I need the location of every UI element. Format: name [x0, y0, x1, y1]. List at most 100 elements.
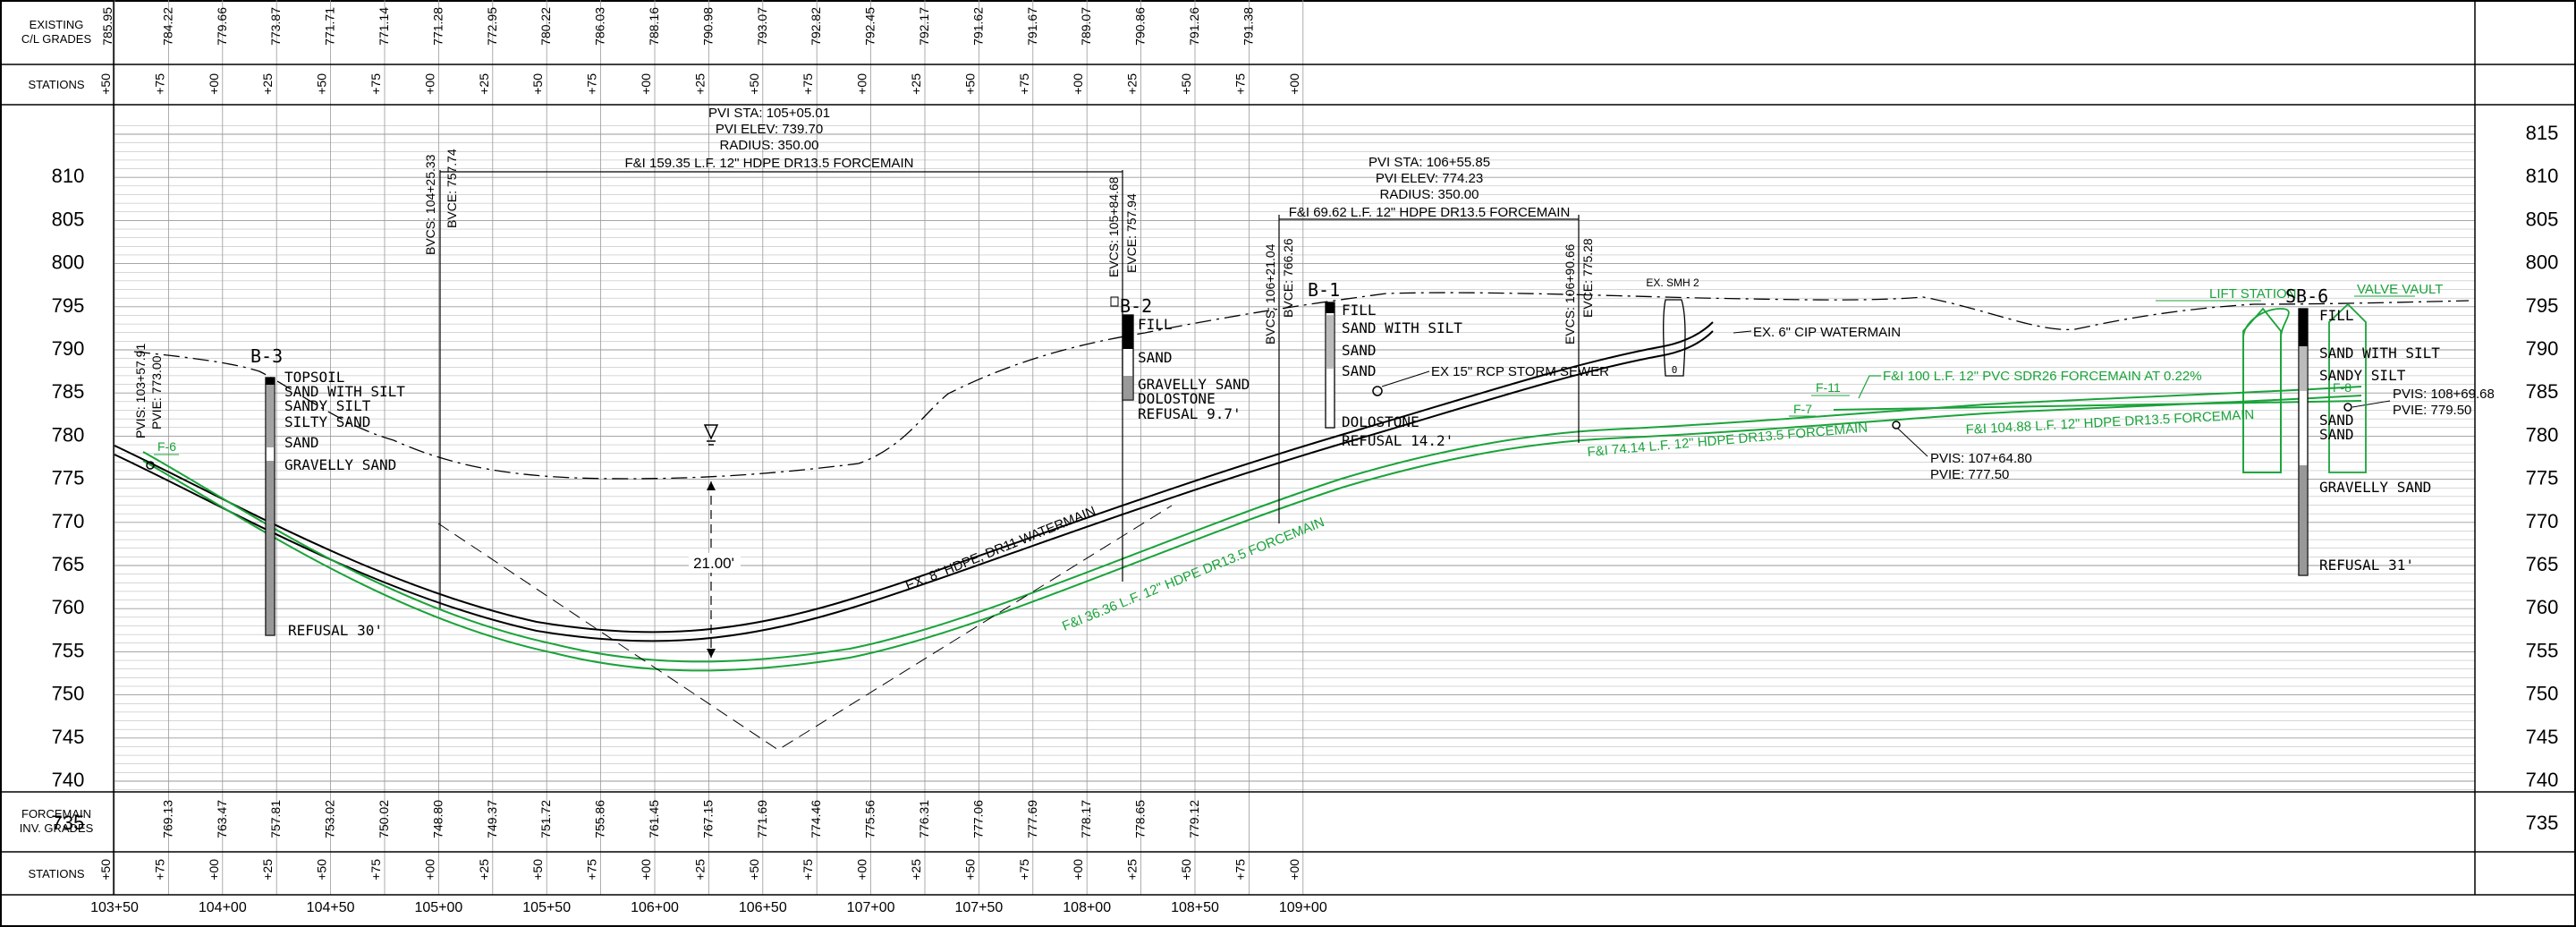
station-tick-bottom: +25	[1125, 859, 1140, 880]
elevation-label-right: 805	[2526, 208, 2559, 230]
existing-grade: 791.62	[970, 7, 985, 46]
f11-label: F-11	[1816, 380, 1841, 395]
existing-grade: 792.45	[863, 7, 877, 46]
elevation-label-right: 800	[2526, 251, 2559, 274]
pvi1-sta: PVI STA: 105+05.01	[708, 106, 830, 121]
boring-sb6-layer-2: SAND WITH SILT	[2319, 344, 2440, 361]
pvis-start-label: PVIS: 103+57.91	[133, 344, 148, 438]
station-tick-bottom: +25	[692, 859, 707, 880]
bvcs2-label: BVCS: 106+21.04	[1263, 243, 1277, 344]
elevation-label-left: 785	[52, 380, 85, 403]
forcemain-grade-row: 769.13 763.47 757.81 753.02 750.02 748.80 749.…	[160, 800, 1201, 838]
boring-b1-layer-5: DOLOSTONE	[1342, 413, 1419, 430]
station-tick-bottom: +00	[855, 859, 869, 880]
elevation-label-right: 745	[2526, 726, 2559, 748]
forcemain-grade: 753.02	[323, 800, 337, 838]
station-tick-bottom: +50	[315, 859, 329, 880]
pvis-end-label: PVIS: 108+69.68	[2393, 387, 2495, 402]
ex-hdpe-label: EX. 8" HDPE, DR11 WATERMAIN	[903, 504, 1097, 594]
boring-b3-gravel	[266, 461, 275, 635]
boring-b2: B-2 FILL SAND GRAVELLY SAND DOLOSTONE RE…	[1111, 295, 1250, 422]
elevation-label-left: 810	[52, 165, 85, 187]
station-tick: +25	[477, 73, 491, 95]
boring-sb6-layer-3: SANDY SILT	[2319, 367, 2406, 384]
existing-grade-row: 785.95 784.22 779.66 773.87 771.71 771.14 771.…	[100, 7, 1255, 46]
boring-b2-layer-1: FILL	[1138, 316, 1173, 333]
f6-label: F-6	[157, 439, 176, 454]
boring-b1-refusal: REFUSAL 14.2'	[1342, 432, 1453, 449]
station-tick: +00	[422, 73, 436, 95]
forcemain-grade: 779.12	[1187, 800, 1201, 838]
elevation-label-right: 785	[2526, 380, 2559, 403]
elevation-label-left: 750	[52, 683, 85, 705]
station-tick-bottom: +25	[260, 859, 275, 880]
boring-b3-layer-3: SANDY SILT	[284, 397, 371, 414]
station-row-bottom: +50 +75 +00 +25 +50 +75 +00 +25 +50 +75 +00 +25 +50 +…	[98, 859, 1301, 880]
elevation-label-left: 780	[52, 423, 85, 446]
boring-sb6-name: SB-6	[2285, 285, 2328, 307]
forcemain-grade: 777.69	[1025, 800, 1039, 838]
existing-grade: 773.87	[268, 7, 283, 46]
bvcs1-label: BVCS: 104+25.33	[423, 154, 437, 255]
station-tick: +00	[207, 73, 221, 95]
station-tick: +00	[1287, 73, 1301, 95]
depth-arrow-bottom	[707, 649, 716, 658]
elevation-label-left: 760	[52, 596, 85, 618]
station-tick-bottom: +75	[152, 859, 166, 880]
forcemain-grade: 751.72	[538, 800, 553, 838]
station-tick: +75	[152, 73, 166, 95]
existing-grade: 771.14	[377, 7, 391, 46]
station-tick: +50	[98, 73, 113, 95]
station-tick-bottom: +50	[962, 859, 977, 880]
station-tick: +25	[692, 73, 707, 95]
forcemain-grade: 755.86	[593, 800, 607, 838]
forcemain-grade: 750.02	[377, 800, 391, 838]
elevation-label-left: 800	[52, 251, 85, 274]
ex-smh-label: EX. SMH 2	[1646, 276, 1699, 289]
elevation-label-left: 790	[52, 337, 85, 360]
station-tick: +50	[747, 73, 761, 95]
station-tick: +25	[1125, 73, 1140, 95]
station-tick: +75	[1233, 73, 1247, 95]
main-station-label: 103+50	[90, 900, 139, 915]
existing-label-2: C/L GRADES	[21, 32, 92, 46]
boring-b3-layer-6: GRAVELLY SAND	[284, 456, 396, 473]
elevation-label-right: 735	[2526, 812, 2559, 834]
boring-b2-gravel	[1123, 376, 1133, 400]
elevation-label-left: 765	[52, 553, 85, 575]
elevation-label-left: 740	[52, 769, 85, 791]
elevation-label-right: 795	[2526, 294, 2559, 317]
existing-grade: 791.26	[1187, 7, 1201, 46]
forcemain-grade: 767.15	[700, 800, 715, 838]
forcemain-grade: 775.56	[863, 800, 877, 838]
existing-grade: 793.07	[755, 7, 769, 46]
station-tick-bottom: +50	[530, 859, 545, 880]
boring-b1-layer-2: SAND WITH SILT	[1342, 319, 1462, 336]
main-station-label: 104+00	[199, 900, 247, 915]
station-tick-bottom: +00	[1071, 859, 1085, 880]
elevation-label-right: 790	[2526, 337, 2559, 360]
pvie-mid-label: PVIE: 777.50	[1930, 467, 2009, 482]
elevation-label-right: 815	[2526, 122, 2559, 144]
pvie-start-label: PVIE: 773.00	[149, 355, 164, 429]
elevation-label-left: 770	[52, 510, 85, 532]
boring-b2-name: B-2	[1120, 295, 1152, 317]
station-tick: +00	[1071, 73, 1085, 95]
existing-grade: 792.82	[809, 7, 823, 46]
pvi1-radius: RADIUS: 350.00	[720, 138, 819, 153]
station-tick-bottom: +25	[909, 859, 923, 880]
main-station-label: 107+00	[847, 900, 895, 915]
boring-b3-layer-4: SILTY SAND	[284, 413, 370, 430]
stations-label-bottom: STATIONS	[28, 867, 84, 880]
valve-vault-label: VALVE VAULT	[2357, 282, 2443, 297]
pvi1-elev: PVI ELEV: 739.70	[716, 122, 823, 137]
existing-label: EXISTING	[30, 18, 84, 31]
boring-sb6-gravel	[2299, 465, 2308, 575]
boring-b3-hatch	[266, 385, 275, 447]
ex-rcp-symbol	[1373, 387, 1382, 395]
forcemain-grade: 748.80	[430, 800, 445, 838]
boring-sb6-layer-5: SAND	[2319, 426, 2354, 443]
existing-grade: 771.28	[430, 7, 445, 46]
existing-grade: 785.95	[100, 7, 114, 46]
